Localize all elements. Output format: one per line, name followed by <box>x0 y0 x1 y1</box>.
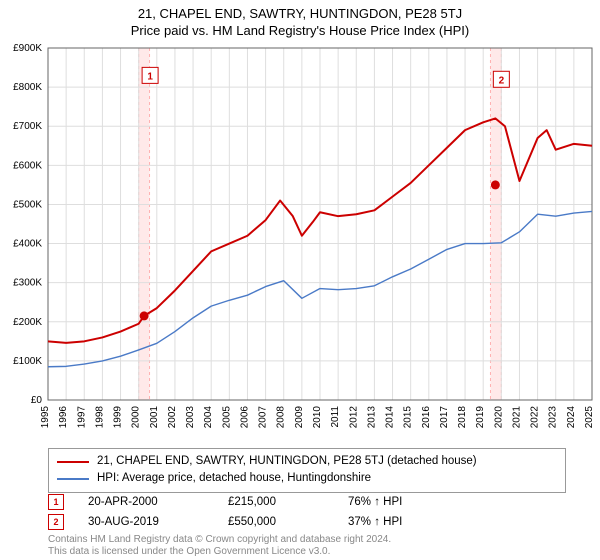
svg-text:2008: 2008 <box>276 406 287 429</box>
svg-text:2012: 2012 <box>348 406 359 429</box>
sale-row-1: 1 20-APR-2000 £215,000 76% ↑ HPI <box>48 492 568 512</box>
legend-swatch-1 <box>57 461 89 463</box>
sale-date-2: 30-AUG-2019 <box>88 516 228 528</box>
sale-price-2: £550,000 <box>228 516 348 528</box>
footnote-line2: This data is licensed under the Open Gov… <box>48 546 391 558</box>
svg-text:1998: 1998 <box>94 406 105 429</box>
svg-text:2000: 2000 <box>131 406 142 429</box>
svg-text:2010: 2010 <box>312 406 323 429</box>
svg-text:£300K: £300K <box>13 278 42 289</box>
svg-text:£700K: £700K <box>13 121 42 132</box>
title-line2: Price paid vs. HM Land Registry's House … <box>0 21 600 42</box>
svg-text:1997: 1997 <box>76 406 87 429</box>
svg-text:2015: 2015 <box>403 406 414 429</box>
sale-marker-1: 1 <box>48 494 64 510</box>
legend-label-1: 21, CHAPEL END, SAWTRY, HUNTINGDON, PE28… <box>97 453 477 470</box>
svg-text:2009: 2009 <box>294 406 305 429</box>
legend-row-1: 21, CHAPEL END, SAWTRY, HUNTINGDON, PE28… <box>57 453 557 470</box>
svg-text:2025: 2025 <box>584 406 595 429</box>
sale-row-2: 2 30-AUG-2019 £550,000 37% ↑ HPI <box>48 512 568 532</box>
sale-rows: 1 20-APR-2000 £215,000 76% ↑ HPI 2 30-AU… <box>48 492 568 532</box>
svg-text:£500K: £500K <box>13 199 42 210</box>
svg-text:2016: 2016 <box>421 406 432 429</box>
svg-text:£400K: £400K <box>13 239 42 250</box>
svg-text:2023: 2023 <box>548 406 559 429</box>
svg-text:2004: 2004 <box>203 406 214 429</box>
svg-text:2018: 2018 <box>457 406 468 429</box>
svg-text:1995: 1995 <box>40 406 51 429</box>
sale-pct-1: 76% ↑ HPI <box>348 496 468 508</box>
svg-text:1996: 1996 <box>58 406 69 429</box>
svg-text:1: 1 <box>147 71 153 82</box>
sale-price-1: £215,000 <box>228 496 348 508</box>
svg-text:2011: 2011 <box>330 406 341 428</box>
svg-text:2019: 2019 <box>475 406 486 429</box>
svg-text:£200K: £200K <box>13 317 42 328</box>
legend-row-2: HPI: Average price, detached house, Hunt… <box>57 470 557 487</box>
svg-text:2014: 2014 <box>385 406 396 429</box>
svg-text:2021: 2021 <box>511 406 522 429</box>
chart-svg: £0 £100K £200K £300K £400K £500K £600K £700K £80… <box>0 44 600 444</box>
legend-box: 21, CHAPEL END, SAWTRY, HUNTINGDON, PE28… <box>48 448 566 493</box>
svg-text:2022: 2022 <box>530 406 541 429</box>
svg-text:£100K: £100K <box>13 356 42 367</box>
svg-text:2002: 2002 <box>167 406 178 429</box>
svg-text:2020: 2020 <box>493 406 504 429</box>
svg-text:2024: 2024 <box>566 406 577 429</box>
svg-text:£0: £0 <box>31 395 43 406</box>
title-line1: 21, CHAPEL END, SAWTRY, HUNTINGDON, PE28… <box>0 0 600 21</box>
footnote: Contains HM Land Registry data © Crown c… <box>48 534 391 558</box>
svg-text:£800K: £800K <box>13 82 42 93</box>
legend-swatch-2 <box>57 478 89 480</box>
sale-marker-2: 2 <box>48 514 64 530</box>
footnote-line1: Contains HM Land Registry data © Crown c… <box>48 534 391 546</box>
svg-text:£900K: £900K <box>13 44 42 54</box>
chart-area: £0 £100K £200K £300K £400K £500K £600K £700K £80… <box>0 44 600 444</box>
svg-text:2001: 2001 <box>149 406 160 429</box>
svg-text:2006: 2006 <box>239 406 250 429</box>
legend-label-2: HPI: Average price, detached house, Hunt… <box>97 470 371 487</box>
svg-text:2: 2 <box>499 75 505 86</box>
sale-pct-2: 37% ↑ HPI <box>348 516 468 528</box>
svg-text:2007: 2007 <box>258 406 269 429</box>
svg-text:2005: 2005 <box>221 406 232 429</box>
svg-text:2013: 2013 <box>366 406 377 429</box>
svg-text:2017: 2017 <box>439 406 450 429</box>
svg-text:2003: 2003 <box>185 406 196 429</box>
svg-text:1999: 1999 <box>113 406 124 429</box>
svg-text:£600K: £600K <box>13 160 42 171</box>
sale-date-1: 20-APR-2000 <box>88 496 228 508</box>
chart-container: 21, CHAPEL END, SAWTRY, HUNTINGDON, PE28… <box>0 0 600 560</box>
